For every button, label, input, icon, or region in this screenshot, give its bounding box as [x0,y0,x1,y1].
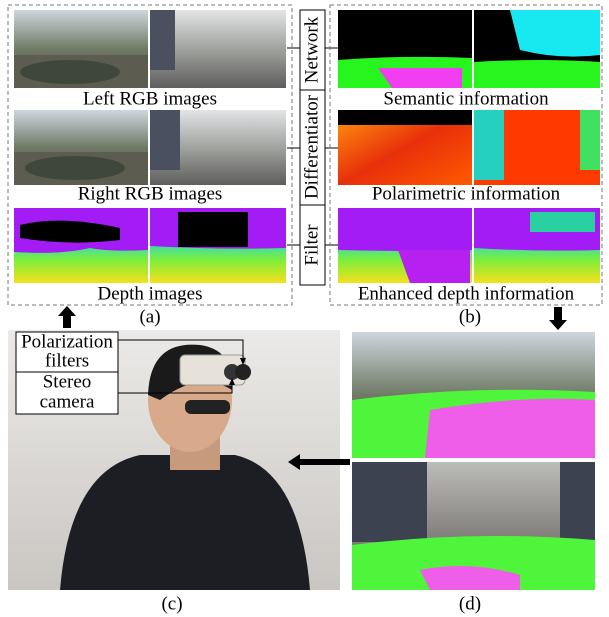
panel-a: Left RGB images Right RGB images Depth i… [8,5,292,327]
panel-caption: (d) [459,593,481,614]
callout-label: Stereo [43,371,92,392]
row-label: Enhanced depth information [358,283,575,304]
module-label: Network [301,16,322,83]
panel-c: Polarization filters Stereo camera (c) [8,330,340,614]
figure: Left RGB images Right RGB images Depth i… [0,0,609,617]
row-label: Left RGB images [83,88,217,109]
module-label: Filter [301,224,322,266]
panel-caption: (c) [161,593,182,614]
panel-d: (d) [352,332,595,614]
callout-label: filters [45,350,89,371]
panel-caption: (b) [459,306,481,327]
row-label: Depth images [97,283,202,304]
module-label: Differentiator [301,94,322,199]
row-label: Semantic information [383,88,549,109]
row-label: Right RGB images [78,183,223,204]
panel-caption: (a) [139,306,160,327]
callout-label: Polarization [21,331,113,352]
callout-label: camera [40,391,95,412]
panel-b: Semantic information Polarimetric inform… [330,5,602,327]
row-label: Polarimetric information [372,183,561,204]
